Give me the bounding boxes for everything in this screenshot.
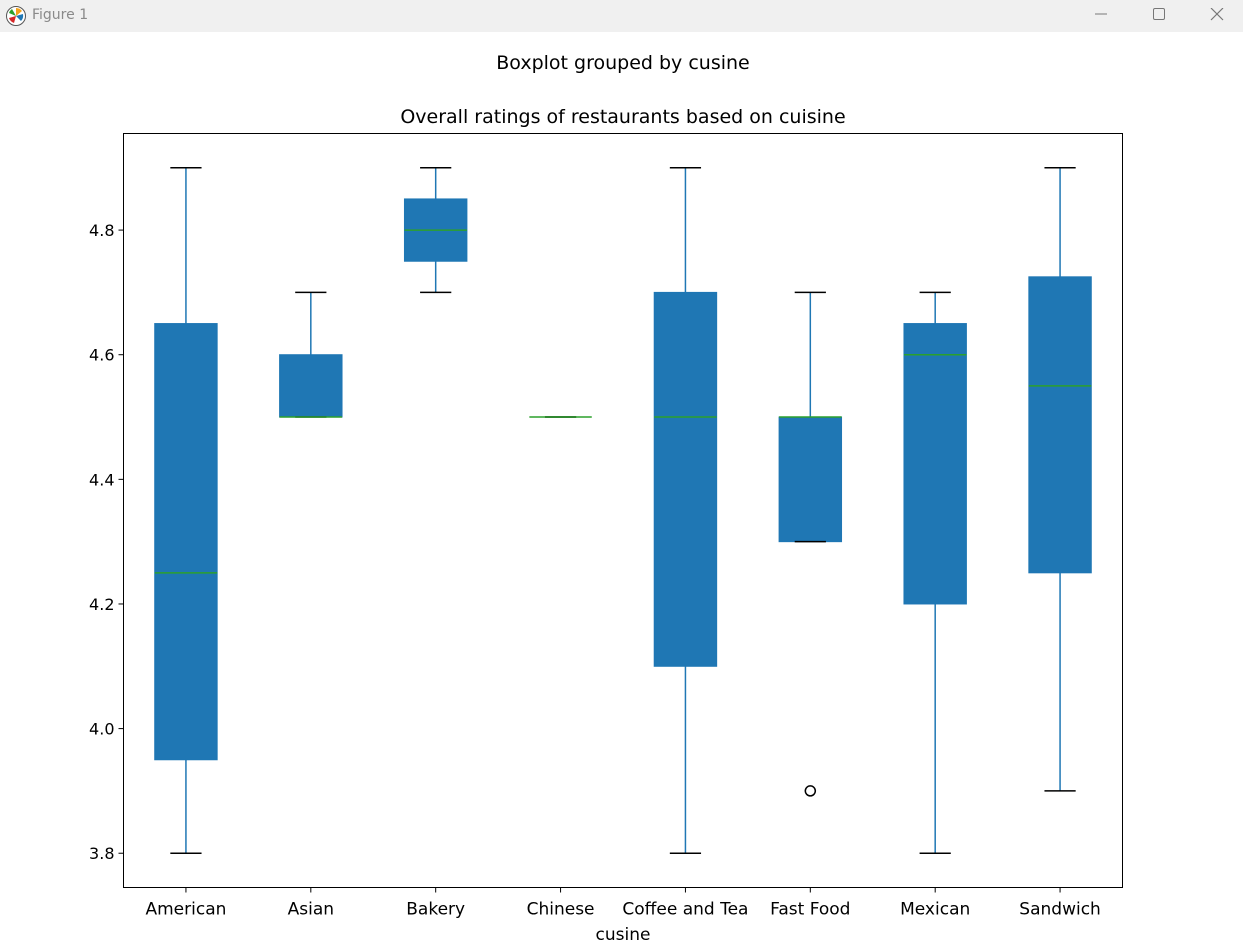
box-iqr: [778, 416, 843, 543]
box-group: [903, 291, 967, 854]
y-tick-label: 4.2: [89, 595, 114, 614]
y-tick-label: 4.6: [89, 346, 114, 365]
y-tick-label: 4.0: [89, 720, 114, 739]
box-iqr: [154, 323, 218, 761]
plot-area: [123, 133, 1123, 888]
close-button[interactable]: [1188, 0, 1243, 32]
x-tick-label: Coffee and Tea: [622, 900, 748, 920]
boxes-layer: [154, 167, 1092, 854]
box-group: [778, 291, 843, 797]
matplotlib-icon: [6, 6, 26, 26]
y-tick-label: 4.8: [89, 221, 114, 240]
chart-title: Overall ratings of restaurants based on …: [400, 106, 845, 128]
y-tick-label: 3.8: [89, 844, 114, 863]
boxplot-chart: Boxplot grouped by cusine Overall rating…: [89, 52, 1123, 945]
maximize-button[interactable]: [1130, 0, 1188, 32]
box-iqr: [653, 291, 718, 667]
close-icon: [1210, 8, 1224, 21]
box-iqr: [279, 354, 343, 418]
x-tick-label: American: [145, 900, 226, 920]
maximize-icon: [1153, 8, 1165, 20]
box-iqr: [1028, 276, 1092, 574]
minimize-button[interactable]: [1072, 0, 1130, 32]
x-tick-label: Chinese: [527, 900, 595, 920]
window-title: Figure 1: [32, 7, 89, 23]
x-axis: American Asian Bakery Chinese Coffee and Tea…: [145, 887, 1101, 920]
box-group: [154, 167, 218, 854]
box-group: [1028, 167, 1092, 792]
y-axis: 3.8 4.0 4.2 4.4 4.6 4.8: [89, 221, 124, 863]
box-group: [403, 167, 468, 294]
chart-suptitle: Boxplot grouped by cusine: [496, 52, 750, 74]
box-group: [279, 291, 343, 418]
x-tick-label: Bakery: [406, 900, 465, 920]
box-group: [653, 167, 718, 854]
minimize-icon: [1095, 13, 1107, 15]
flier-point: [804, 785, 817, 797]
box-iqr: [903, 323, 967, 605]
x-axis-label: cusine: [596, 925, 651, 945]
x-tick-label: Asian: [288, 900, 334, 920]
y-tick-label: 4.4: [89, 470, 114, 489]
x-tick-label: Fast Food: [770, 900, 850, 920]
x-tick-label: Mexican: [900, 900, 970, 920]
window-titlebar: Figure 1: [0, 0, 1243, 32]
x-tick-label: Sandwich: [1019, 900, 1101, 920]
